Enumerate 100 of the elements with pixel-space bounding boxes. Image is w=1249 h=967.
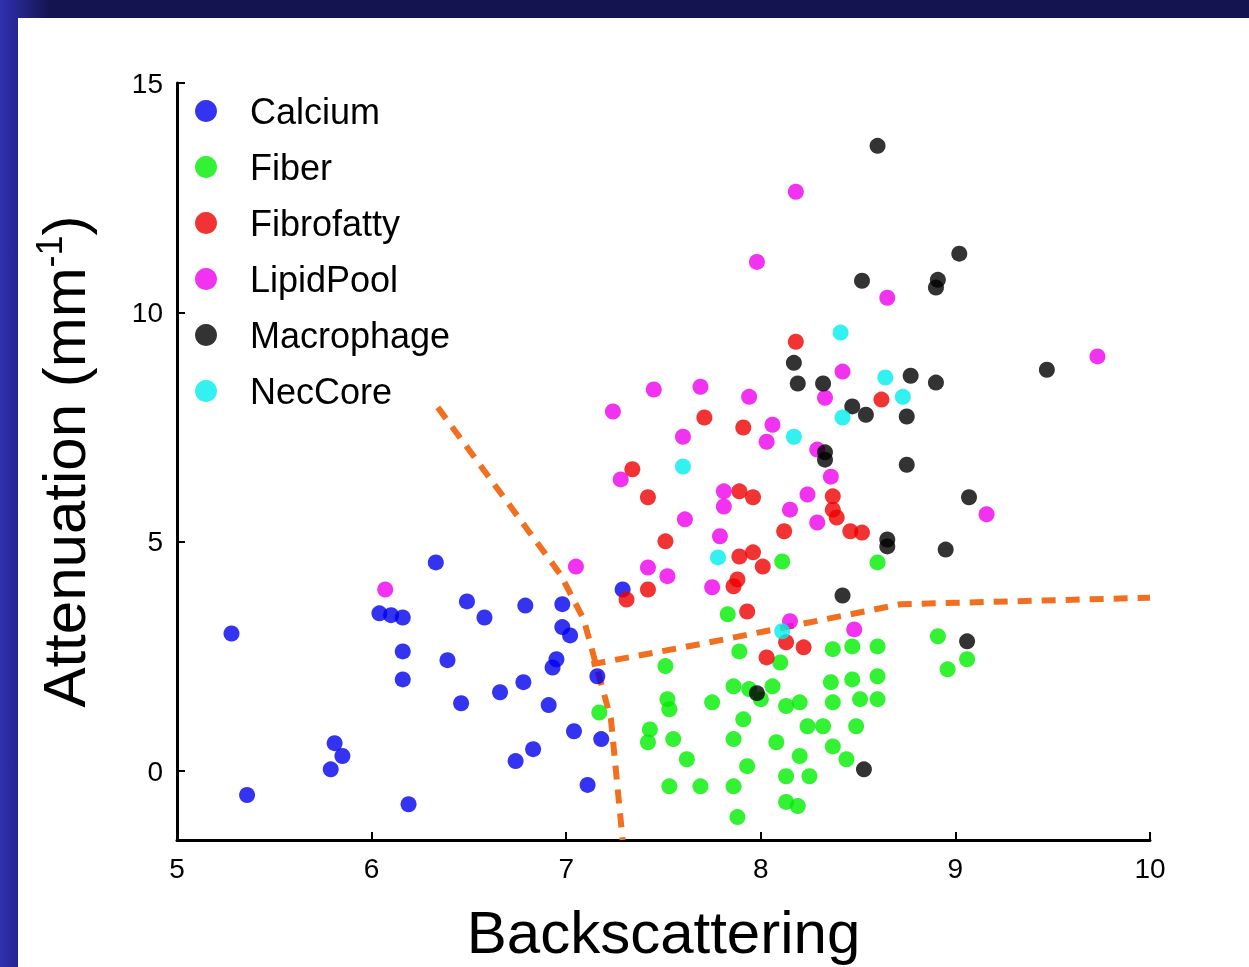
point: [725, 578, 742, 595]
point: [745, 489, 762, 506]
point: [593, 731, 610, 748]
y-axis-title: Attenuation (mm-1): [28, 215, 98, 708]
point: [855, 761, 872, 778]
point: [782, 501, 798, 518]
point: [795, 639, 812, 656]
point: [400, 796, 417, 813]
point: [741, 388, 758, 405]
point: [869, 137, 886, 154]
point: [758, 649, 775, 666]
point: [879, 289, 896, 306]
point: [657, 533, 674, 550]
point: [869, 554, 886, 571]
point: [799, 486, 816, 503]
point: [704, 579, 721, 596]
point: [789, 798, 806, 815]
point: [641, 721, 658, 738]
point: [854, 272, 870, 289]
point: [566, 723, 582, 740]
point: [764, 678, 781, 695]
point: [589, 668, 606, 685]
x-tick-label: 6: [363, 852, 380, 884]
point: [774, 623, 791, 640]
point: [877, 369, 894, 386]
x-tick-label: 9: [947, 852, 964, 884]
point: [735, 419, 752, 436]
point: [715, 483, 732, 500]
point: [692, 778, 709, 795]
point: [745, 544, 762, 561]
point: [554, 596, 571, 613]
y-tick-label: 0: [147, 755, 163, 787]
point: [844, 398, 861, 415]
point: [439, 652, 456, 669]
point: [674, 428, 691, 445]
point: [567, 558, 584, 575]
point: [815, 375, 832, 392]
point: [334, 748, 351, 765]
point: [898, 456, 915, 473]
point: [1089, 348, 1106, 365]
x-tick-label: 5: [169, 852, 185, 884]
point: [929, 271, 946, 288]
point: [834, 409, 851, 426]
point: [817, 451, 834, 468]
point: [678, 751, 695, 768]
point: [645, 381, 662, 398]
point: [377, 581, 394, 598]
point: [515, 674, 532, 691]
point: [939, 661, 956, 678]
point: [665, 731, 682, 748]
point: [785, 428, 802, 445]
point: [824, 738, 841, 755]
point: [824, 488, 841, 505]
legend-label: Macrophage: [250, 314, 451, 356]
x-tick-label: 10: [1134, 852, 1166, 884]
point: [869, 638, 886, 655]
point: [223, 625, 240, 642]
point: [624, 461, 641, 478]
point: [824, 641, 841, 658]
point: [768, 734, 785, 751]
point: [394, 643, 411, 660]
point: [639, 581, 656, 598]
point: [492, 684, 509, 701]
point: [822, 674, 839, 691]
point: [517, 597, 534, 614]
point: [902, 367, 919, 384]
point: [961, 489, 978, 506]
point: [791, 694, 808, 711]
point: [854, 524, 870, 541]
point: [659, 568, 676, 585]
point: [748, 253, 765, 270]
point: [791, 748, 808, 765]
point: [787, 333, 804, 350]
point: [735, 711, 752, 728]
point: [834, 363, 851, 380]
point: [852, 691, 869, 708]
point: [848, 718, 865, 735]
point: [394, 609, 411, 626]
point: [844, 671, 861, 688]
point: [838, 751, 855, 768]
point: [869, 668, 886, 685]
point: [476, 609, 493, 626]
y-tick-label: 15: [131, 67, 163, 99]
point: [857, 406, 874, 423]
point: [326, 735, 343, 752]
point: [458, 593, 475, 610]
point: [758, 433, 775, 450]
point: [731, 548, 748, 565]
point: [846, 621, 863, 638]
legend-label: NecCore: [250, 370, 393, 412]
point: [657, 658, 674, 675]
point: [879, 538, 896, 555]
point: [507, 753, 524, 770]
y-tick-label: 10: [131, 296, 163, 328]
point: [832, 324, 849, 341]
point: [696, 409, 713, 426]
point: [789, 375, 806, 392]
point: [579, 776, 596, 793]
point: [710, 549, 726, 566]
legend-label: Calcium: [250, 90, 381, 132]
